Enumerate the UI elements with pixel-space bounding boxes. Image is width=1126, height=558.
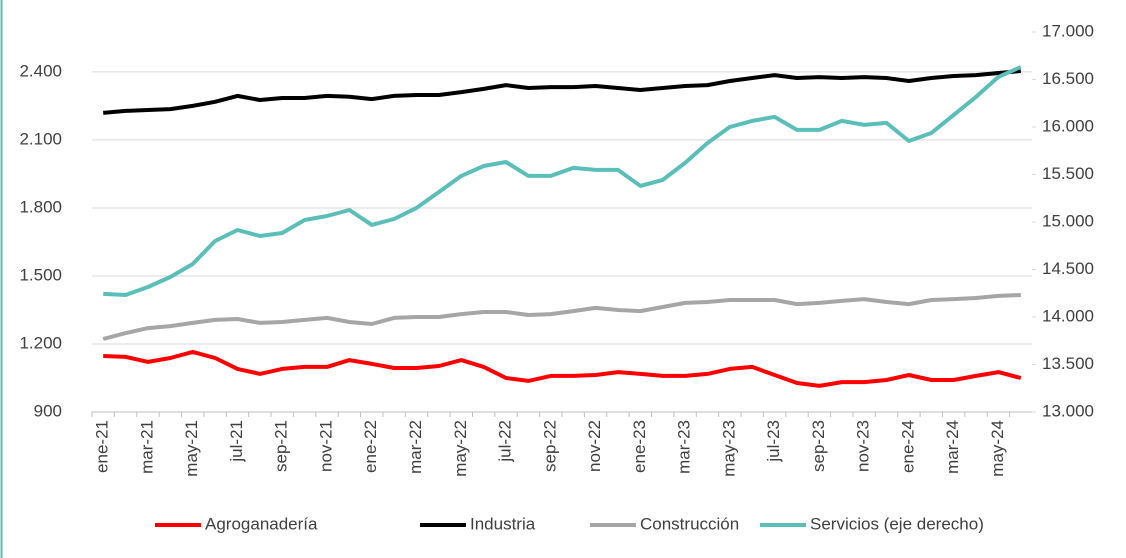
y2-tick-label: 16.500 <box>1042 69 1094 88</box>
legend-label: Construcción <box>640 514 739 533</box>
x-tick-label: nov-21 <box>316 420 335 472</box>
y-tick-label: 1.800 <box>19 197 62 216</box>
y-tick-label: 900 <box>34 401 62 420</box>
y2-tick-label: 17.000 <box>1042 21 1094 40</box>
x-tick-label: may-24 <box>988 420 1007 477</box>
series-line <box>103 69 1021 115</box>
x-tick-label: sep-23 <box>809 420 828 472</box>
legend-label: Servicios (eje derecho) <box>810 514 984 533</box>
x-tick-label: ene-21 <box>93 420 112 473</box>
x-tick-label: ene-23 <box>630 420 649 473</box>
legend-label: Agroganadería <box>205 514 318 533</box>
x-tick-label: mar-23 <box>675 420 694 474</box>
x-tick-label: may-21 <box>182 420 201 477</box>
y2-tick-label: 14.500 <box>1042 259 1094 278</box>
x-tick-label: jul-21 <box>227 420 246 463</box>
y2-tick-label: 15.000 <box>1042 211 1094 230</box>
x-tick-label: mar-22 <box>406 420 425 474</box>
x-tick-label: mar-24 <box>943 420 962 474</box>
legend-label: Industria <box>470 514 536 533</box>
x-tick-label: sep-21 <box>272 420 291 472</box>
x-tick-label: sep-22 <box>540 420 559 472</box>
y-tick-label: 1.200 <box>19 333 62 352</box>
x-tick-label: ene-22 <box>361 420 380 473</box>
y2-tick-label: 13.500 <box>1042 354 1094 373</box>
series-line <box>103 65 1022 297</box>
y2-tick-label: 16.000 <box>1042 116 1094 135</box>
y-tick-label: 2.100 <box>19 129 62 148</box>
y2-tick-label: 13.000 <box>1042 401 1094 420</box>
series-line <box>103 349 1022 388</box>
x-tick-label: nov-23 <box>854 420 873 472</box>
x-tick-label: mar-21 <box>137 420 156 474</box>
x-tick-label: may-22 <box>451 420 470 477</box>
x-tick-label: jul-22 <box>496 420 515 463</box>
x-tick-label: nov-22 <box>585 420 604 472</box>
x-tick-label: may-23 <box>719 420 738 477</box>
x-tick-label: jul-23 <box>764 420 783 463</box>
y2-tick-label: 15.500 <box>1042 164 1094 183</box>
y-tick-label: 1.500 <box>19 265 62 284</box>
series-line <box>102 293 1021 341</box>
y-tick-label: 2.400 <box>19 61 62 80</box>
x-tick-label: ene-24 <box>898 420 917 473</box>
y2-tick-label: 14.000 <box>1042 306 1094 325</box>
